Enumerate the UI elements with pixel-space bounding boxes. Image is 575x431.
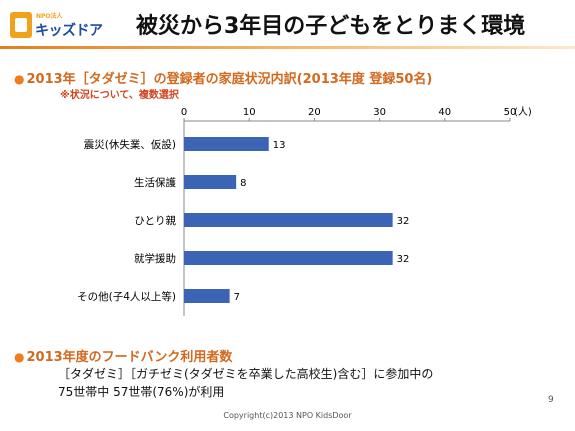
household-status-bar-chart: 0 10 20 30 40 50(人) 震災(休失業、仮設) 13 生活保護 8 ひとり親 32 就学… — [77, 106, 532, 316]
copyright-footer: Copyright(c)2013 NPO KidsDoor — [223, 411, 352, 420]
kidsdoor-logo: NPO法人 キッズドア — [10, 10, 114, 40]
x-axis-unit: (人) — [514, 106, 532, 118]
section-heading-registrants: ● 2013年［タダゼミ］の登録者の家庭状況内訳(2013年度 登録50名) — [14, 68, 432, 87]
logo-name: キッズドア — [35, 23, 103, 39]
bar — [184, 251, 393, 265]
title-divider — [0, 46, 575, 49]
bullet-icon: ● — [14, 72, 25, 86]
category-label: その他(子4人以上等) — [77, 290, 176, 303]
bar-value-label: 32 — [397, 254, 410, 265]
x-tick-label: 40 — [438, 107, 451, 118]
category-label: 震災(休失業、仮設) — [84, 138, 176, 151]
bar-value-label: 13 — [273, 140, 286, 151]
logo-org-type: NPO法人 — [36, 13, 63, 20]
section-heading-text: 2013年度のフードバンク利用者数 — [26, 350, 233, 365]
door-icon — [10, 12, 32, 38]
category-label: 生活保護 — [134, 176, 176, 189]
category-label: ひとり親 — [134, 214, 176, 227]
page-number: 9 — [548, 395, 554, 405]
x-tick-label: 30 — [373, 107, 386, 118]
section-heading-foodbank: ● 2013年度のフードバンク利用者数 — [14, 346, 232, 365]
x-tick-label: 20 — [308, 107, 321, 118]
bar-value-label: 8 — [240, 178, 246, 189]
bar — [184, 175, 237, 189]
page-title: 被災から3年目の子どもをとりまく環境 — [136, 14, 526, 39]
bar-value-label: 7 — [234, 292, 240, 303]
bar-value-label: 32 — [397, 216, 410, 227]
x-tick-label: 0 — [181, 107, 187, 118]
x-axis-ticks: 0 10 20 30 40 50(人) — [181, 106, 532, 121]
bar — [184, 137, 269, 151]
section-heading-text: 2013年［タダゼミ］の登録者の家庭状況内訳(2013年度 登録50名) — [26, 72, 433, 87]
bullet-icon: ● — [14, 350, 25, 364]
bars: 震災(休失業、仮設) 13 生活保護 8 ひとり親 32 就学援助 32 その他(子4人以上等)… — [77, 137, 409, 303]
x-tick-label: 50 — [504, 107, 517, 118]
bar — [184, 289, 230, 303]
bar — [184, 213, 393, 227]
x-tick-label: 10 — [243, 107, 256, 118]
foodbank-description-line2: 75世帯中 57世帯(76%)が利用 — [58, 385, 225, 399]
category-label: 就学援助 — [134, 252, 176, 265]
foodbank-description-line1: ［タダゼミ］［ガチゼミ(タダゼミを卒業した高校生)含む］に参加中の — [58, 367, 434, 381]
multiple-choice-note: ※状況について、複数選択 — [60, 90, 179, 101]
